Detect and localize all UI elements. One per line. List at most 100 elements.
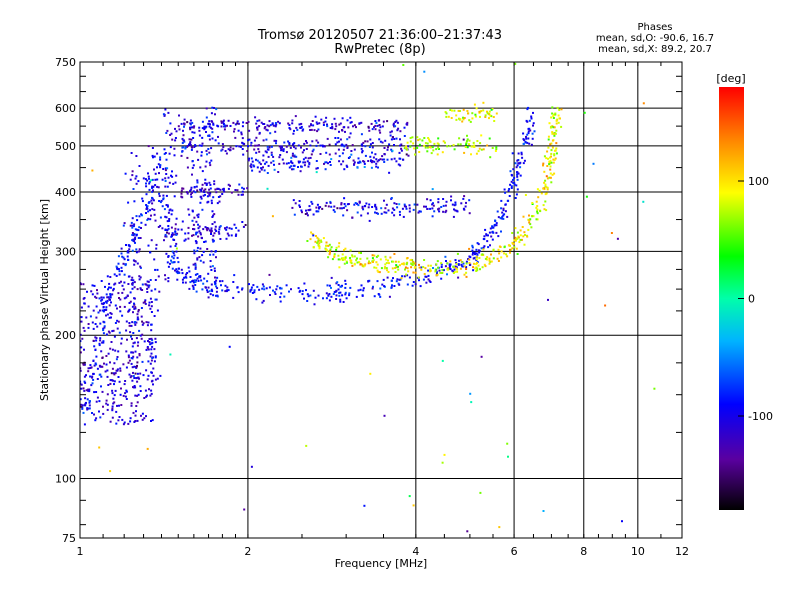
- echo-point: [141, 289, 144, 291]
- echo-point: [375, 206, 378, 209]
- echo-point: [164, 167, 167, 170]
- echo-point: [207, 148, 210, 150]
- echo-point: [462, 116, 464, 119]
- echo-point: [110, 341, 113, 343]
- echo-point: [328, 284, 331, 287]
- echo-point: [353, 262, 356, 265]
- echo-point: [288, 290, 290, 293]
- echo-point: [174, 181, 177, 184]
- echo-point: [146, 394, 148, 397]
- echo-point: [374, 203, 377, 206]
- echo-point: [229, 125, 232, 127]
- echo-point: [500, 207, 503, 210]
- echo-point: [386, 148, 389, 151]
- echo-point: [552, 158, 555, 161]
- echo-point: [128, 308, 131, 311]
- echo-point: [510, 173, 513, 176]
- echo-point: [340, 203, 343, 206]
- echo-point: [236, 122, 239, 125]
- echo-point: [132, 188, 135, 190]
- echo-point: [368, 129, 371, 132]
- echo-point: [470, 153, 472, 156]
- echo-point: [262, 299, 265, 302]
- echo-point: [198, 126, 201, 129]
- echo-point: [480, 247, 483, 250]
- echo-point: [210, 233, 212, 235]
- echo-point: [527, 132, 530, 135]
- echo-point: [148, 388, 150, 391]
- echo-point: [117, 292, 120, 295]
- echo-point: [215, 256, 217, 259]
- echo-point: [212, 123, 215, 126]
- echo-point: [375, 255, 378, 258]
- echo-point: [301, 129, 304, 132]
- echo-point: [213, 107, 215, 109]
- echo-point: [298, 204, 301, 207]
- echo-point: [209, 123, 211, 126]
- echo-point: [337, 245, 340, 248]
- echo-point: [381, 283, 384, 286]
- echo-point: [164, 274, 166, 277]
- echo-point: [147, 201, 150, 204]
- echo-point: [390, 279, 393, 282]
- echo-point: [210, 250, 213, 253]
- echo-point: [98, 364, 101, 367]
- echo-point: [516, 159, 519, 162]
- echo-point: [337, 254, 340, 257]
- echo-point: [153, 315, 156, 317]
- echo-point: [316, 130, 319, 133]
- echo-point: [283, 295, 286, 298]
- echo-point: [171, 138, 174, 141]
- echo-point: [113, 362, 116, 365]
- echo-point: [258, 288, 261, 291]
- echo-point: [326, 250, 329, 253]
- echo-point: [391, 149, 394, 152]
- echo-point: [412, 261, 415, 263]
- echo-point: [222, 189, 225, 192]
- echo-point: [417, 211, 420, 214]
- echo-point: [334, 143, 337, 146]
- echo-point: [100, 385, 102, 388]
- echo-point: [543, 155, 546, 158]
- echo-point: [585, 195, 588, 198]
- echo-point: [253, 139, 256, 142]
- echo-point: [362, 287, 365, 290]
- echo-point: [302, 128, 305, 131]
- echo-point: [172, 238, 175, 241]
- echo-point: [307, 295, 310, 298]
- echo-point: [307, 165, 310, 168]
- echo-point: [86, 398, 89, 401]
- echo-point: [268, 273, 271, 276]
- echo-point: [134, 321, 137, 323]
- echo-point: [408, 210, 411, 213]
- echo-point: [250, 144, 253, 147]
- echo-point: [163, 153, 166, 155]
- echo-point: [453, 208, 455, 211]
- echo-point: [433, 210, 436, 213]
- echo-point: [372, 285, 374, 288]
- echo-point: [306, 293, 309, 296]
- echo-point: [516, 164, 519, 167]
- echo-point: [233, 128, 236, 131]
- echo-point: [442, 198, 445, 200]
- echo-point: [414, 283, 417, 286]
- echo-point: [141, 412, 144, 415]
- echo-point: [200, 151, 203, 154]
- echo-point: [399, 278, 402, 281]
- echo-point: [524, 234, 526, 236]
- echo-point: [475, 152, 478, 155]
- echo-point: [262, 139, 265, 142]
- echo-point: [189, 126, 191, 129]
- echo-point: [98, 446, 101, 449]
- echo-point: [121, 314, 124, 317]
- echo-point: [268, 120, 271, 123]
- echo-point: [255, 151, 258, 154]
- echo-point: [442, 140, 445, 143]
- echo-point: [143, 300, 146, 303]
- echo-point: [471, 244, 474, 247]
- echo-point: [367, 262, 370, 265]
- echo-point: [542, 510, 545, 512]
- echo-point: [502, 214, 505, 217]
- echo-point: [397, 127, 400, 130]
- echo-point: [199, 188, 202, 191]
